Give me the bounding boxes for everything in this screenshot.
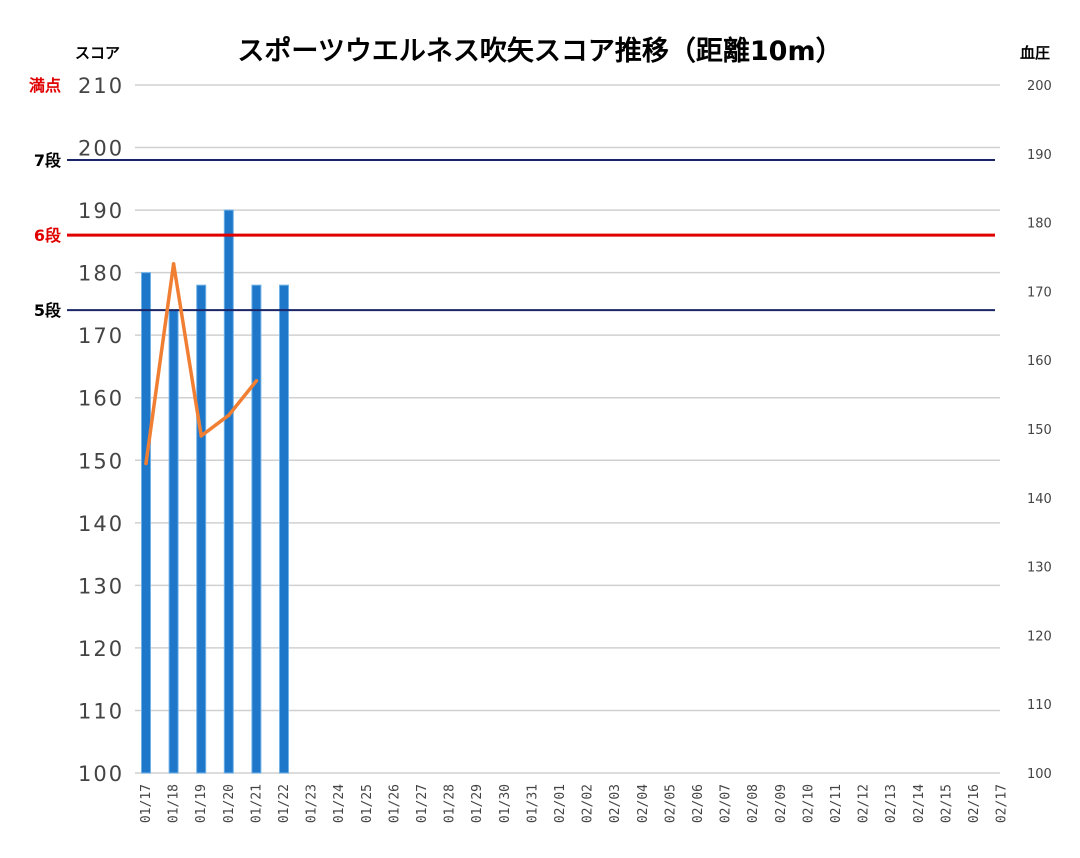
score-bar bbox=[141, 272, 151, 774]
left-tick-label: 190 bbox=[78, 199, 124, 223]
x-tick-label: 01/28 bbox=[443, 784, 458, 823]
bp-point bbox=[199, 434, 203, 438]
bp-point bbox=[144, 461, 148, 466]
score-bar bbox=[168, 309, 179, 774]
right-axis-title: 血圧 bbox=[1020, 44, 1050, 62]
left-tick-label: 150 bbox=[78, 449, 124, 473]
right-tick-label: 190 bbox=[1027, 148, 1052, 163]
bp-point bbox=[254, 379, 259, 383]
left-tick-label: 130 bbox=[78, 574, 124, 598]
x-tick-label: 01/26 bbox=[387, 784, 402, 823]
left-tick-label: 160 bbox=[78, 387, 124, 411]
x-tick-label: 02/11 bbox=[829, 784, 844, 823]
rank-label: 5段 bbox=[34, 301, 62, 320]
x-tick-label: 02/14 bbox=[912, 784, 927, 823]
rank-label: 6段 bbox=[34, 226, 62, 245]
left-tick-label: 110 bbox=[78, 699, 124, 723]
x-tick-label: 01/19 bbox=[194, 784, 209, 823]
right-y-axis: 100 110 120 130 140 150 160 170 180 190 200 bbox=[1027, 79, 1052, 782]
left-tick-label: 140 bbox=[78, 512, 124, 536]
right-tick-label: 180 bbox=[1027, 217, 1052, 232]
x-axis: 01/17 01/18 01/19 01/20 01/21 01/22 01/23 01/24… bbox=[139, 784, 1010, 823]
x-tick-label: 01/21 bbox=[249, 784, 264, 823]
x-tick-label: 02/05 bbox=[663, 784, 678, 823]
bp-point bbox=[171, 262, 176, 266]
x-tick-label: 01/22 bbox=[277, 784, 292, 823]
x-tick-label: 02/06 bbox=[691, 784, 706, 823]
x-tick-label: 01/17 bbox=[139, 784, 154, 823]
bp-point bbox=[227, 413, 231, 418]
x-tick-label: 01/31 bbox=[525, 784, 540, 823]
rank-label: 満点 bbox=[29, 76, 61, 95]
score-bars bbox=[141, 209, 289, 774]
x-tick-label: 01/27 bbox=[415, 784, 430, 823]
x-tick-label: 01/25 bbox=[360, 784, 375, 823]
x-tick-label: 02/01 bbox=[553, 784, 568, 823]
right-tick-label: 130 bbox=[1027, 561, 1052, 576]
right-tick-label: 100 bbox=[1027, 767, 1052, 782]
right-tick-label: 170 bbox=[1027, 285, 1052, 300]
score-bar bbox=[223, 209, 234, 774]
right-tick-label: 200 bbox=[1027, 79, 1052, 94]
score-bar bbox=[279, 284, 289, 774]
rank-label: 7段 bbox=[34, 151, 62, 170]
x-tick-label: 02/09 bbox=[774, 784, 789, 823]
x-tick-label: 01/20 bbox=[222, 784, 237, 823]
left-tick-label: 180 bbox=[78, 262, 124, 286]
x-tick-label: 01/18 bbox=[167, 784, 182, 823]
right-tick-label: 150 bbox=[1027, 423, 1052, 438]
score-bar bbox=[251, 284, 262, 774]
x-tick-label: 01/24 bbox=[332, 784, 347, 823]
x-tick-label: 02/17 bbox=[995, 784, 1010, 823]
x-tick-label: 02/16 bbox=[967, 784, 982, 823]
left-tick-label: 100 bbox=[78, 762, 124, 786]
left-tick-label: 200 bbox=[78, 137, 124, 161]
x-tick-label: 02/03 bbox=[608, 784, 623, 823]
x-tick-label: 01/30 bbox=[498, 784, 513, 823]
x-tick-label: 02/04 bbox=[636, 784, 651, 823]
right-tick-label: 110 bbox=[1027, 698, 1052, 713]
x-tick-label: 02/07 bbox=[719, 784, 734, 823]
left-axis-title: スコア bbox=[75, 44, 120, 62]
x-tick-label: 02/02 bbox=[581, 784, 596, 823]
left-tick-label: 170 bbox=[78, 324, 124, 348]
right-tick-label: 120 bbox=[1027, 629, 1052, 644]
chart-title: スポーツウエルネス吹矢スコア推移（距離10m） bbox=[237, 35, 842, 67]
x-tick-label: 01/23 bbox=[305, 784, 320, 823]
rank-lines: 満点 7段 6段 5段 bbox=[29, 76, 995, 320]
right-tick-label: 140 bbox=[1027, 492, 1052, 507]
x-tick-label: 02/10 bbox=[801, 784, 816, 823]
right-tick-label: 160 bbox=[1027, 354, 1052, 369]
x-tick-label: 02/13 bbox=[884, 784, 899, 823]
x-tick-label: 02/15 bbox=[939, 784, 954, 823]
left-tick-label: 210 bbox=[78, 74, 124, 98]
x-tick-label: 02/08 bbox=[746, 784, 761, 823]
blood-pressure-line bbox=[144, 262, 259, 466]
left-tick-label: 120 bbox=[78, 637, 124, 661]
score-bar bbox=[196, 284, 207, 774]
x-tick-label: 01/29 bbox=[470, 784, 485, 823]
grid-lines bbox=[135, 84, 1000, 774]
x-tick-label: 02/12 bbox=[857, 784, 872, 823]
left-y-axis: 100 110 120 130 140 150 160 170 180 190 200 210 bbox=[78, 74, 124, 786]
